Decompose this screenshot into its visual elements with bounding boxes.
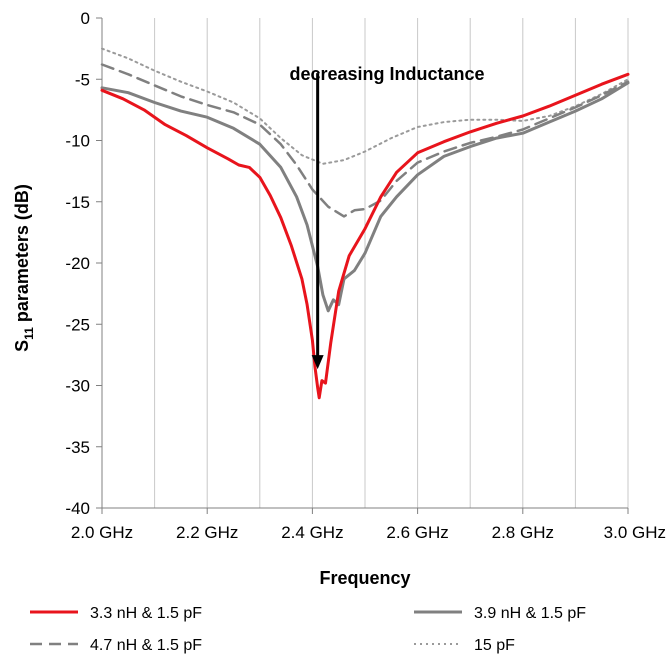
annotation-text: decreasing Inductance (289, 64, 484, 84)
x-tick-label: 2.8 GHz (492, 523, 554, 542)
x-tick-labels: 2.0 GHz 2.2 GHz 2.4 GHz 2.6 GHz 2.8 GHz 3.0 G… (71, 523, 666, 542)
series-line-3 (101, 47, 629, 165)
legend-label: 4.7 nH & 1.5 pF (90, 637, 202, 654)
y-tick-label: 0 (81, 9, 90, 28)
legend-item: 4.7 nH & 1.5 pF (30, 637, 202, 654)
y-tick-label: -20 (65, 254, 90, 273)
annotation-arrow-head (311, 355, 324, 370)
y-tick-label: -40 (65, 499, 90, 518)
legend-label: 3.3 nH & 1.5 pF (90, 605, 202, 622)
legend-item: 3.9 nH & 1.5 pF (414, 605, 586, 622)
y-axis-title-sub: 11 (22, 327, 36, 340)
grid (154, 18, 629, 508)
series-line-1 (100, 81, 630, 313)
y-tick-label: -30 (65, 377, 90, 396)
series-line-2 (100, 63, 630, 218)
series-line-0 (100, 72, 630, 400)
legend-label: 15 pF (474, 637, 515, 654)
y-axis-title-main: S (12, 340, 32, 352)
x-axis-title: Frequency (319, 568, 410, 588)
legend-label: 3.9 nH & 1.5 pF (474, 605, 586, 622)
x-tick-label: 2.4 GHz (281, 523, 343, 542)
axes (96, 17, 629, 514)
x-tick-label: 3.0 GHz (604, 523, 666, 542)
y-tick-label: -35 (65, 438, 90, 457)
x-tick-label: 2.0 GHz (71, 523, 133, 542)
legend: 3.3 nH & 1.5 pF 3.9 nH & 1.5 pF 4.7 nH & 1… (30, 605, 586, 654)
series-lines (100, 47, 630, 400)
y-tick-label: -10 (65, 132, 90, 151)
y-tick-label: -5 (75, 70, 90, 89)
x-tick-label: 2.6 GHz (386, 523, 448, 542)
legend-item: 3.3 nH & 1.5 pF (30, 605, 202, 622)
annotation: decreasing Inductance (289, 64, 485, 370)
y-tick-labels: 0 -5 -10 -15 -20 -25 -30 -35 -40 (65, 9, 90, 518)
y-tick-label: -25 (65, 315, 90, 334)
y-axis-title-rest: parameters (dB) (12, 184, 32, 327)
legend-item: 15 pF (414, 637, 515, 654)
y-axis-title: S11 parameters (dB) (12, 184, 36, 352)
y-tick-label: -15 (65, 193, 90, 212)
x-tick-label: 2.2 GHz (176, 523, 238, 542)
